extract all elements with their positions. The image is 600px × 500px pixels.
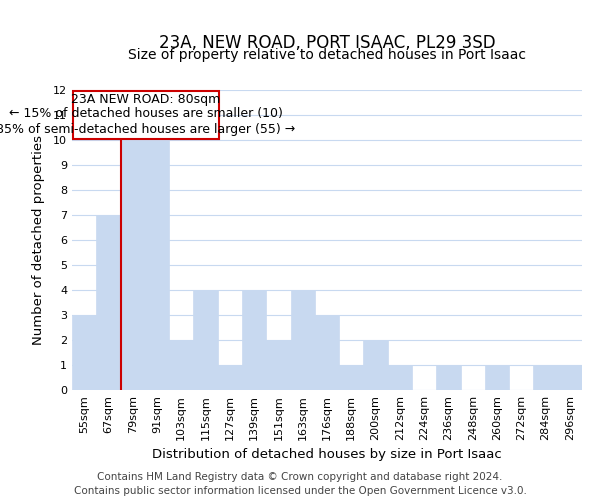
Text: 23A, NEW ROAD, PORT ISAAC, PL29 3SD: 23A, NEW ROAD, PORT ISAAC, PL29 3SD bbox=[158, 34, 496, 52]
Text: 23A NEW ROAD: 80sqm: 23A NEW ROAD: 80sqm bbox=[71, 93, 221, 106]
Y-axis label: Number of detached properties: Number of detached properties bbox=[32, 135, 44, 345]
Bar bbox=[72, 315, 96, 390]
Bar bbox=[558, 365, 582, 390]
Bar bbox=[533, 365, 558, 390]
Bar bbox=[436, 365, 461, 390]
Bar bbox=[290, 290, 315, 390]
Bar bbox=[121, 140, 145, 390]
Title: Size of property relative to detached houses in Port Isaac: Size of property relative to detached ho… bbox=[128, 48, 526, 62]
Bar bbox=[315, 315, 339, 390]
Bar bbox=[145, 140, 169, 390]
Bar bbox=[364, 340, 388, 390]
Bar bbox=[266, 340, 290, 390]
Bar bbox=[339, 365, 364, 390]
FancyBboxPatch shape bbox=[73, 91, 219, 138]
Text: 85% of semi-detached houses are larger (55) →: 85% of semi-detached houses are larger (… bbox=[0, 123, 296, 136]
Bar bbox=[96, 215, 121, 390]
Bar bbox=[169, 340, 193, 390]
Bar bbox=[218, 365, 242, 390]
Bar bbox=[485, 365, 509, 390]
X-axis label: Distribution of detached houses by size in Port Isaac: Distribution of detached houses by size … bbox=[152, 448, 502, 462]
Text: Contains public sector information licensed under the Open Government Licence v3: Contains public sector information licen… bbox=[74, 486, 526, 496]
Bar bbox=[193, 290, 218, 390]
Bar bbox=[242, 290, 266, 390]
Text: Contains HM Land Registry data © Crown copyright and database right 2024.: Contains HM Land Registry data © Crown c… bbox=[97, 472, 503, 482]
Text: ← 15% of detached houses are smaller (10): ← 15% of detached houses are smaller (10… bbox=[9, 106, 283, 120]
Bar bbox=[388, 365, 412, 390]
